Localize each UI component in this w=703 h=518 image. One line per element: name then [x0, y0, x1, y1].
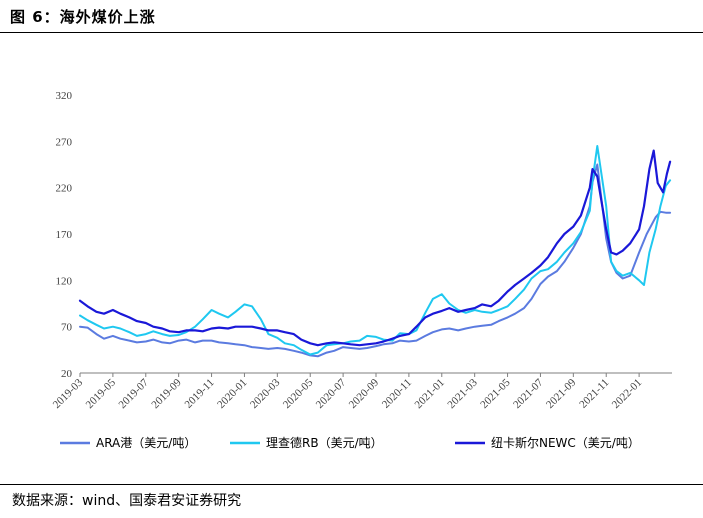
- legend-label-2: 理查德RB（美元/吨）: [266, 435, 383, 450]
- x-tick-label: 2021-11: [577, 377, 611, 411]
- x-tick-label: 2021-07: [511, 376, 546, 411]
- x-tick-label: 2019-05: [84, 376, 119, 411]
- x-tick-label: 2020-03: [248, 376, 283, 411]
- x-tick-label: 2021-05: [478, 376, 513, 411]
- x-tick-label: 2021-03: [445, 376, 480, 411]
- data-source-note: 数据来源：wind、国泰君安证券研究: [12, 493, 242, 509]
- x-tick-label: 2020-01: [215, 377, 249, 411]
- series-line-3: [78, 149, 672, 347]
- y-tick-label: 270: [56, 136, 73, 148]
- title-divider: [0, 32, 703, 33]
- x-tick-label: 2019-11: [183, 377, 217, 411]
- x-tick-label: 2020-05: [281, 376, 316, 411]
- x-tick-label: 2020-09: [347, 376, 382, 411]
- series-line-2: [79, 145, 672, 356]
- coal-price-line-chart: 20 70 120 170 220 270 320 2019-032019-052019-07…: [51, 90, 672, 450]
- figure-title: 图 6：海外煤价上涨: [10, 8, 156, 26]
- source-divider: [0, 484, 703, 485]
- x-tick-label: 2021-09: [544, 376, 579, 411]
- x-tick-label: 2021-01: [412, 377, 446, 411]
- x-tick-label: 2019-03: [51, 376, 86, 411]
- y-tick-label: 320: [56, 90, 73, 102]
- x-tick-label: 2019-09: [149, 376, 184, 411]
- series-layer: [78, 145, 672, 358]
- series-line-1: [79, 163, 672, 358]
- x-tick-label: 2019-07: [116, 376, 151, 411]
- y-tick-label: 120: [56, 275, 73, 287]
- x-tick-label: 2020-11: [380, 377, 414, 411]
- y-tick-label: 170: [56, 229, 73, 241]
- x-tick-label: 2020-07: [314, 376, 349, 411]
- y-tick-label: 20: [61, 368, 73, 380]
- axes: 20 70 120 170 220 270 320 2019-032019-052019-07…: [51, 90, 672, 411]
- legend: ARA港（美元/吨） 理查德RB（美元/吨） 纽卡斯尔NEWC（美元/吨）: [60, 435, 640, 450]
- legend-label-3: 纽卡斯尔NEWC（美元/吨）: [491, 435, 640, 450]
- x-tick-label: 2022-01: [610, 377, 644, 411]
- y-tick-label: 220: [56, 183, 73, 195]
- y-tick-label: 70: [61, 322, 73, 334]
- legend-label-1: ARA港（美元/吨）: [96, 436, 196, 450]
